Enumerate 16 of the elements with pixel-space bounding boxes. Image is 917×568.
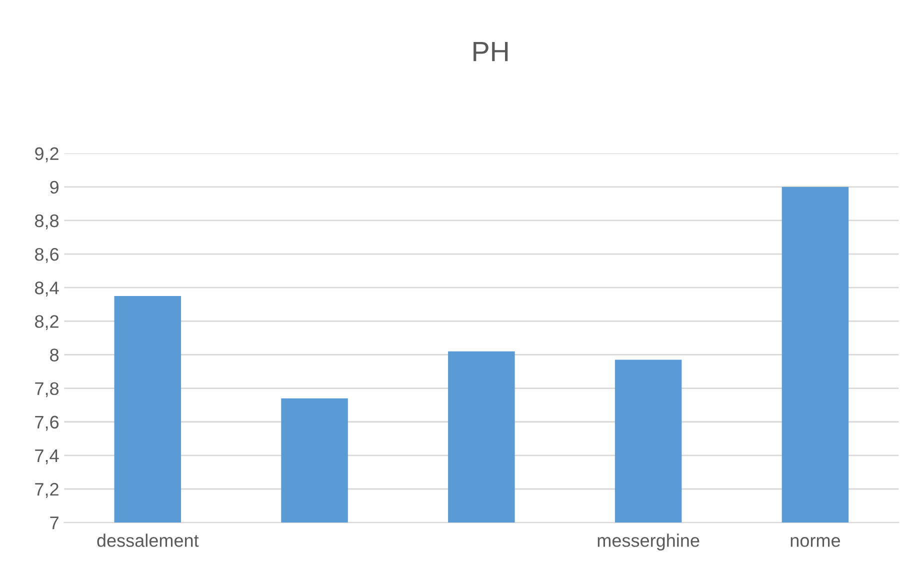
y-tick-label: 7,6 <box>35 416 59 431</box>
x-tick-label: dessalement <box>97 534 199 547</box>
y-tick-label: 8 <box>50 348 59 362</box>
y-tick-label: 9 <box>50 180 58 194</box>
y-tick-label: 9,2 <box>35 147 58 162</box>
y-tick-label: 8,2 <box>35 315 58 330</box>
y-tick-label: 7,2 <box>35 482 58 498</box>
x-tick-label: messerghine <box>598 534 700 550</box>
x-tick-label: norme <box>790 537 840 547</box>
chart-title: PH <box>474 42 508 62</box>
y-tick-label: 8,8 <box>35 214 59 230</box>
y-tick-label: 7 <box>50 516 58 530</box>
y-tick-label: 8,4 <box>35 282 59 296</box>
y-tick-label: 7,8 <box>35 382 59 398</box>
y-tick-label: 8,6 <box>35 248 59 263</box>
y-tick-label: 7,4 <box>35 450 59 464</box>
